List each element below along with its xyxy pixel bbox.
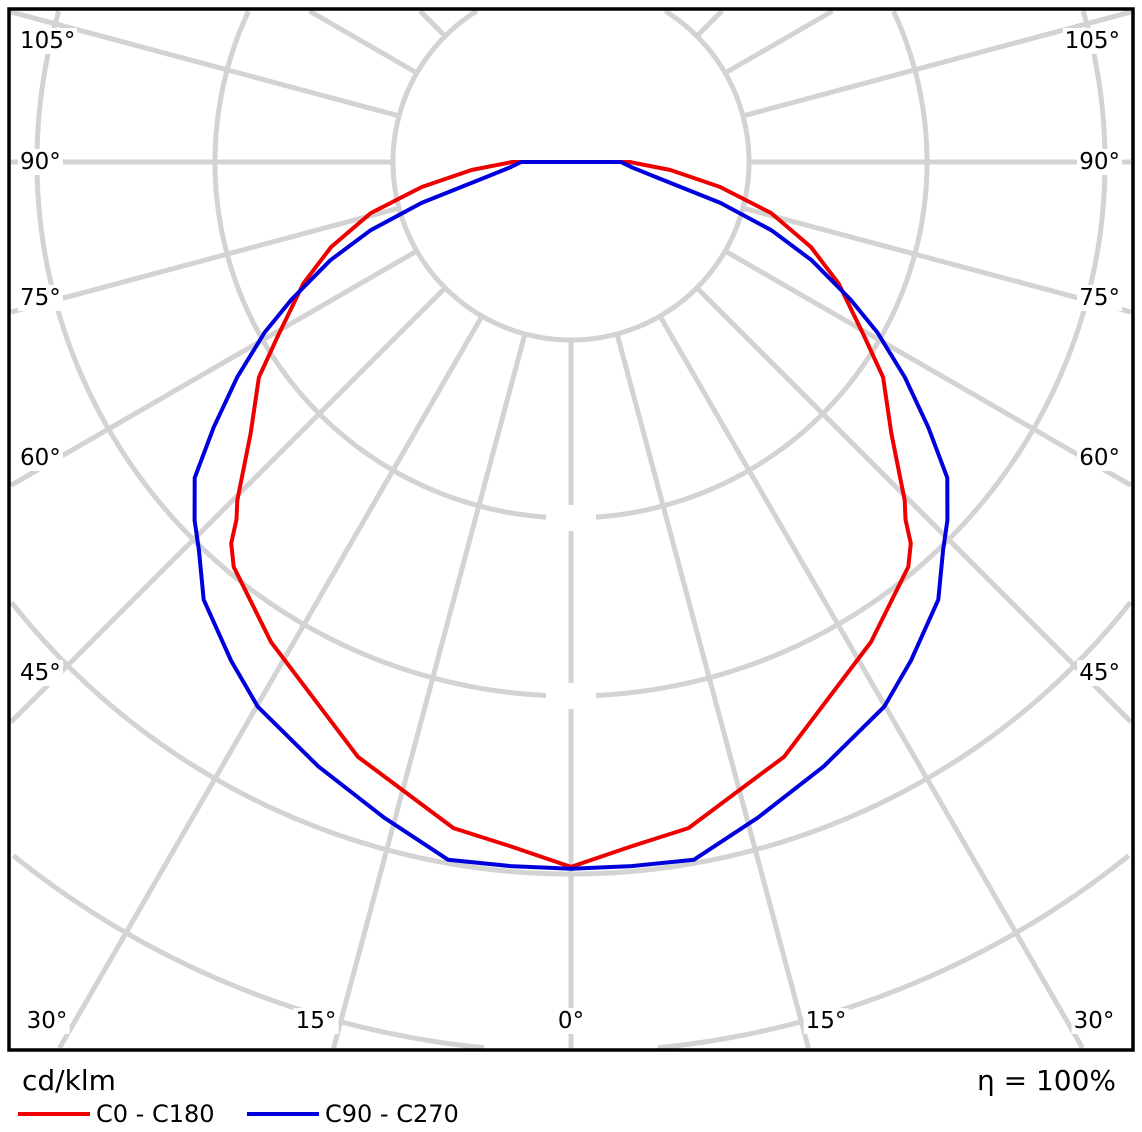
angle-label-left-60: 60° [18, 445, 63, 471]
grid-ring [212, 10, 930, 521]
angle-label-bottom-30-left: 30° [24, 1008, 70, 1034]
legend-swatch-red [18, 1112, 90, 1116]
angle-label-bottom-0: 0° [555, 1008, 587, 1034]
curves [192, 160, 950, 871]
grid-ring [390, 8, 752, 343]
ring-label-gap [546, 683, 596, 709]
grid-spoke [695, 286, 1133, 724]
unit-label: cd/klm [22, 1064, 116, 1097]
angle-label-right-60: 60° [1077, 445, 1122, 471]
grid-spoke [331, 333, 528, 1049]
angle-label-bottom-30-right: 30° [1071, 1008, 1117, 1034]
ring-label-gap [546, 505, 596, 531]
angle-label-right-45: 45° [1077, 660, 1122, 686]
legend-label: C90 - C270 [325, 1100, 459, 1128]
angle-label-bottom-15-right: 15° [803, 1008, 849, 1034]
grid-spoke [9, 248, 419, 488]
grid-ring [11, 853, 1131, 1051]
grid-spoke [695, 9, 724, 38]
efficiency-label: η = 100% [976, 1064, 1116, 1097]
grid-spoke [657, 314, 1085, 1050]
grid-spoke [308, 8, 419, 76]
legend-item-c0-c180: C0 - C180 [18, 1100, 215, 1128]
angle-label-right-90: 90° [1077, 149, 1122, 175]
grid-spoke [723, 8, 834, 76]
angle-label-right-75: 75° [1077, 285, 1122, 311]
angle-label-bottom-15-left: 15° [293, 1008, 339, 1034]
polar-grid [9, 8, 1133, 1051]
angle-label-left-75: 75° [18, 285, 63, 311]
grid-spoke [57, 314, 485, 1050]
legend-label: C0 - C180 [96, 1100, 215, 1128]
curve-c0-c180 [229, 160, 913, 869]
legend-swatch-blue [247, 1112, 319, 1116]
grid-spoke [9, 286, 447, 724]
grid-spoke [614, 333, 811, 1049]
legend-item-c90-c270: C90 - C270 [247, 1100, 459, 1128]
angle-label-left-90: 90° [18, 149, 63, 175]
angle-label-left-105: 105° [18, 28, 78, 54]
curve-c90-c270 [192, 160, 950, 871]
grid-spoke [723, 248, 1133, 488]
plot-frame [7, 7, 1135, 1052]
grid-spoke [418, 9, 447, 38]
angle-label-left-45: 45° [18, 660, 63, 686]
angle-label-right-105: 105° [1062, 28, 1122, 54]
grid-spoke [742, 205, 1132, 315]
grid-spoke [10, 205, 400, 315]
